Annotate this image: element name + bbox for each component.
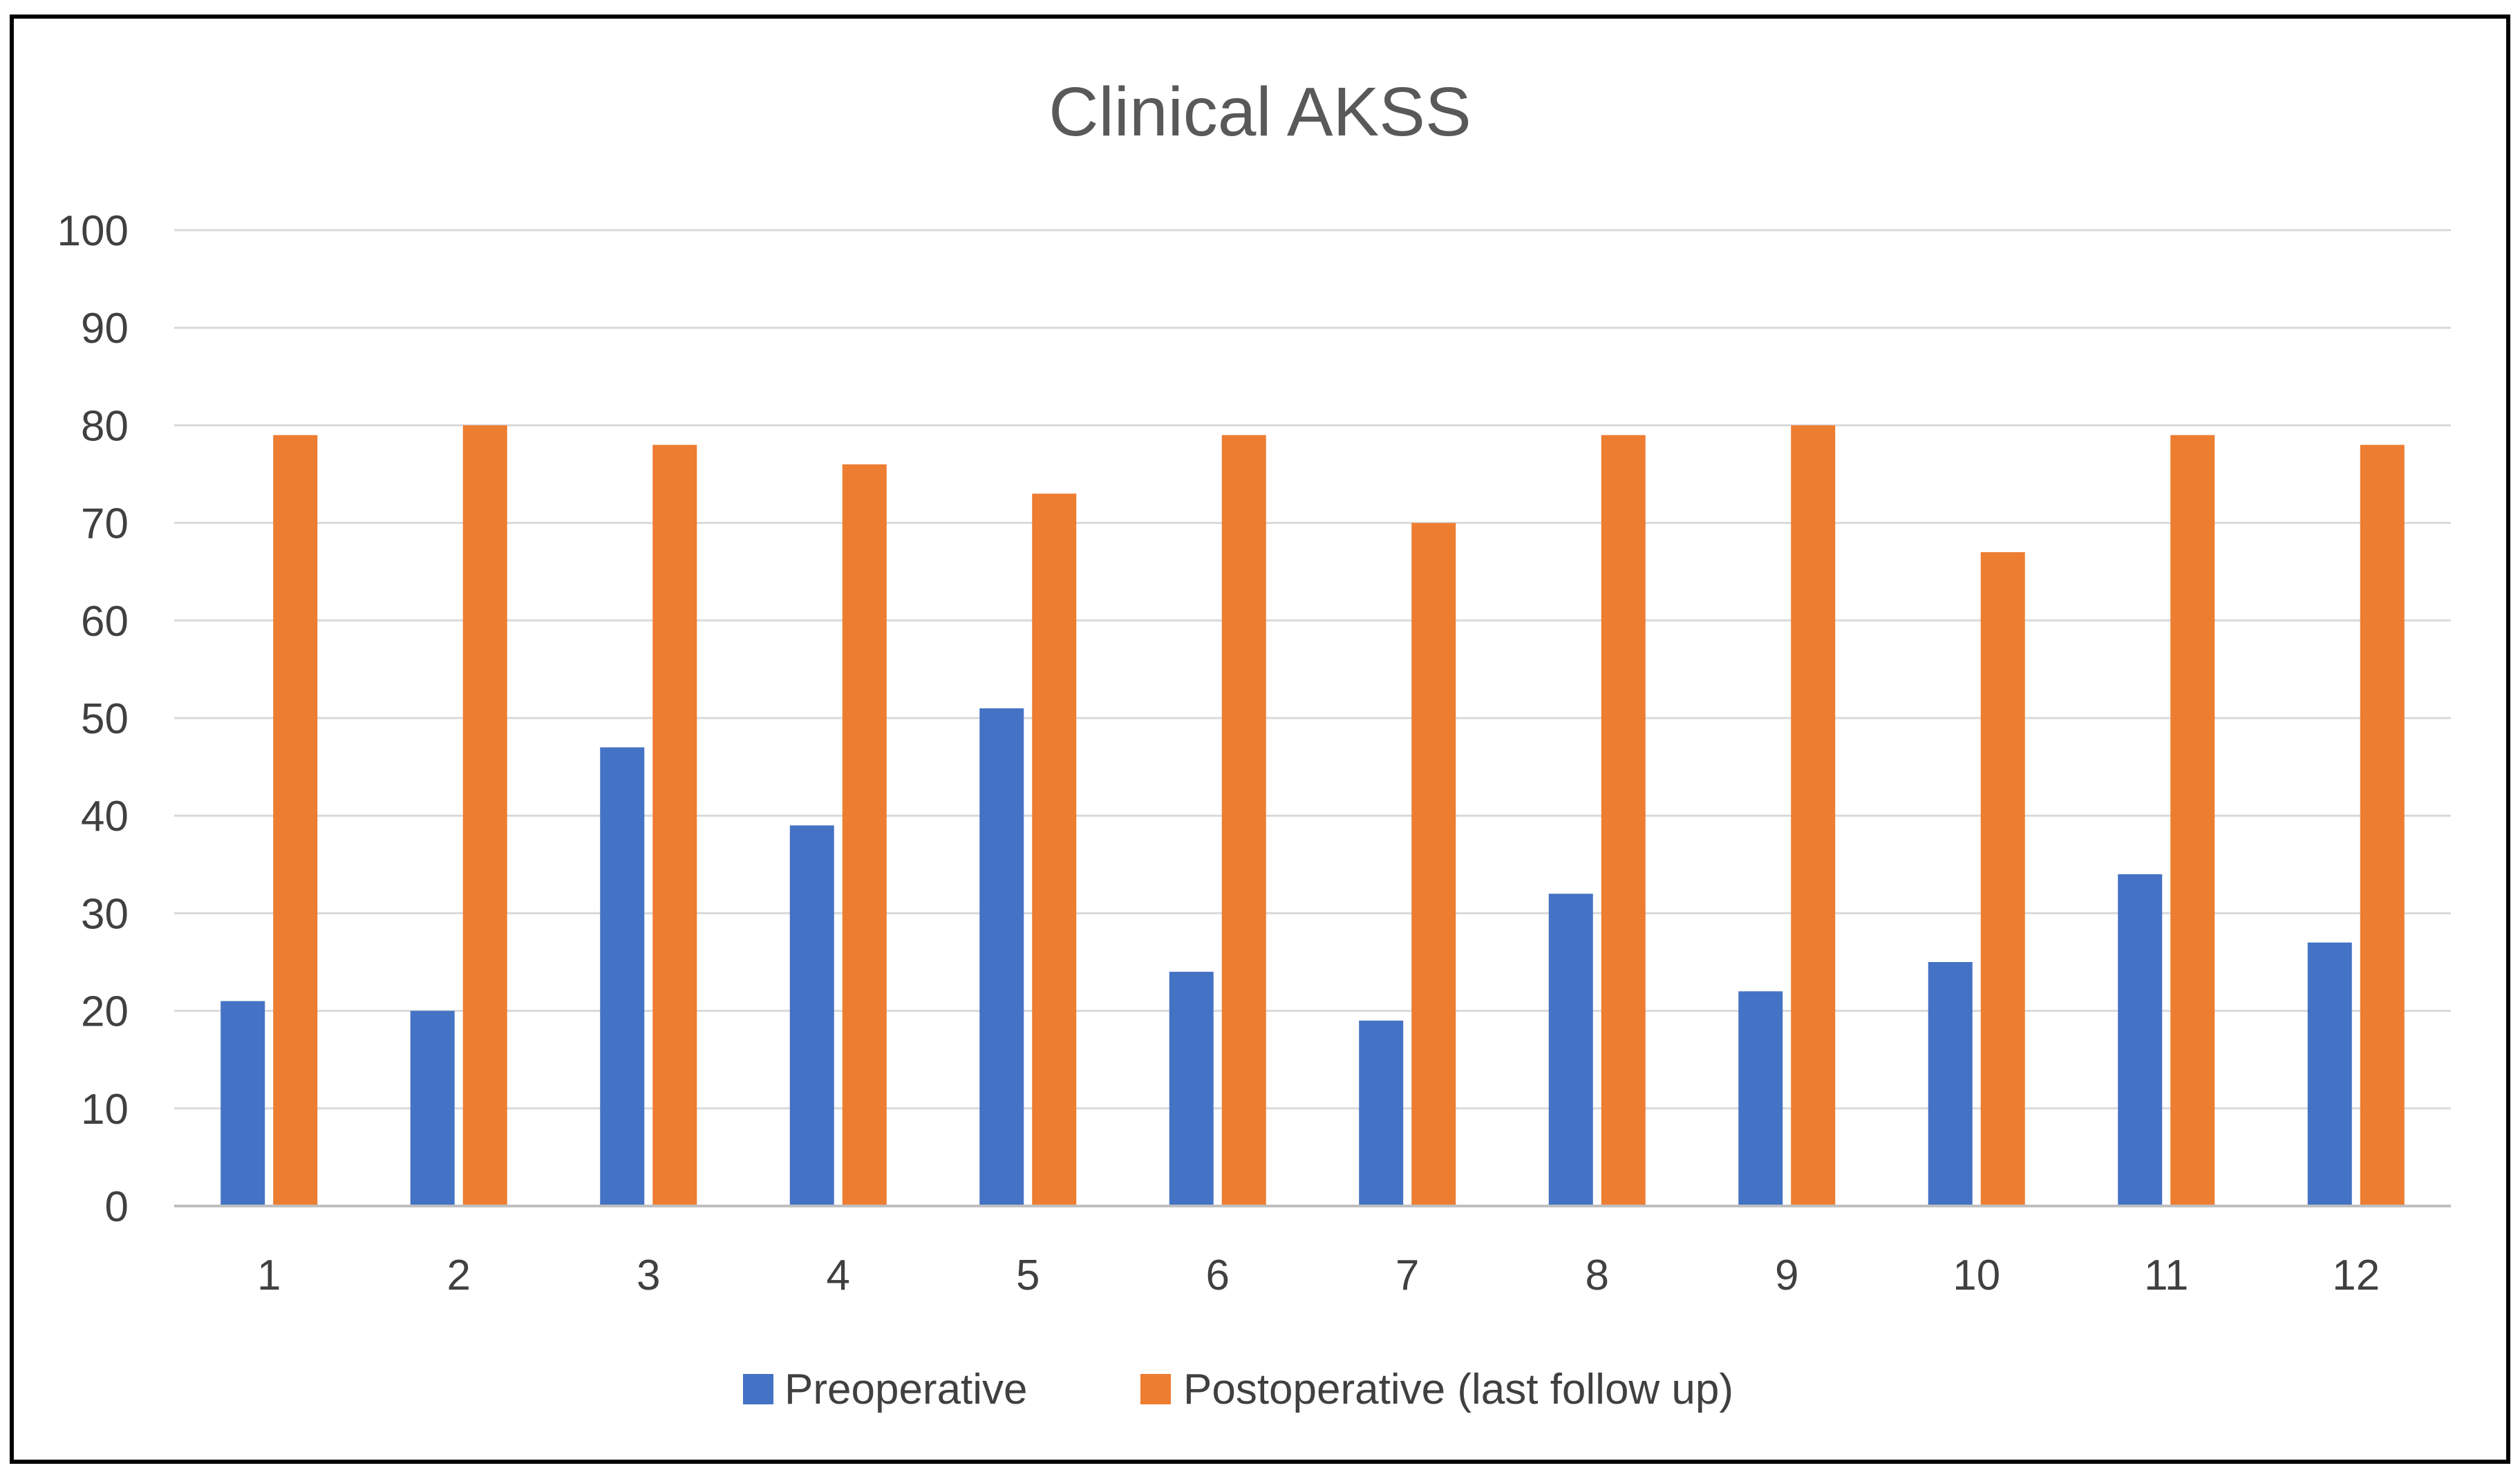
legend-label-postoperative: Postoperative (last follow up) bbox=[1183, 1366, 1733, 1413]
y-tick-label: 90 bbox=[81, 305, 129, 352]
bar-postoperative-2 bbox=[462, 425, 507, 1206]
x-tick-label: 10 bbox=[1953, 1252, 2000, 1299]
y-axis-ticks: 0 10 20 30 40 50 60 70 80 90 100 bbox=[57, 207, 129, 1231]
bar-postoperative-6 bbox=[1221, 435, 1266, 1206]
x-tick-label: 7 bbox=[1395, 1252, 1419, 1299]
bar-postoperative-4 bbox=[842, 464, 887, 1206]
bar-preoperative-2 bbox=[410, 1010, 455, 1206]
x-tick-label: 3 bbox=[637, 1252, 660, 1299]
legend-label-preoperative: Preoperative bbox=[784, 1366, 1028, 1413]
bars bbox=[220, 425, 2405, 1206]
gridlines bbox=[174, 229, 2451, 1110]
bar-preoperative-3 bbox=[600, 747, 645, 1206]
x-tick-label: 8 bbox=[1586, 1252, 1609, 1299]
bar-postoperative-9 bbox=[1791, 425, 1836, 1206]
bar-postoperative-5 bbox=[1032, 493, 1077, 1206]
legend-swatch-postoperative bbox=[1140, 1374, 1171, 1404]
y-tick-label: 50 bbox=[81, 695, 129, 743]
bar-postoperative-11 bbox=[2170, 435, 2215, 1206]
x-tick-label: 2 bbox=[447, 1252, 471, 1299]
y-tick-label: 80 bbox=[81, 402, 129, 450]
x-axis-ticks: 1 2 3 4 5 6 7 8 9 10 11 12 bbox=[257, 1252, 2380, 1299]
y-tick-label: 100 bbox=[57, 207, 129, 255]
bar-preoperative-5 bbox=[979, 708, 1024, 1206]
y-tick-label: 60 bbox=[81, 598, 129, 646]
bar-postoperative-1 bbox=[273, 435, 318, 1206]
bar-postoperative-8 bbox=[1601, 435, 1646, 1206]
bar-preoperative-9 bbox=[1738, 991, 1783, 1206]
bar-preoperative-8 bbox=[1548, 894, 1593, 1206]
bar-postoperative-3 bbox=[652, 444, 697, 1206]
legend: Preoperative Postoperative (last follow u… bbox=[743, 1366, 1733, 1413]
x-tick-label: 5 bbox=[1016, 1252, 1040, 1299]
y-tick-label: 70 bbox=[81, 500, 129, 548]
y-tick-label: 0 bbox=[105, 1183, 129, 1231]
legend-swatch-preoperative bbox=[743, 1374, 773, 1404]
x-tick-label: 12 bbox=[2332, 1252, 2380, 1299]
x-tick-label: 11 bbox=[2144, 1252, 2188, 1299]
bar-preoperative-1 bbox=[220, 1001, 265, 1206]
x-tick-label: 1 bbox=[257, 1252, 281, 1299]
x-tick-label: 6 bbox=[1206, 1252, 1230, 1299]
bar-preoperative-12 bbox=[2307, 942, 2352, 1206]
y-tick-label: 30 bbox=[81, 890, 129, 938]
x-tick-label: 9 bbox=[1775, 1252, 1798, 1299]
bar-preoperative-11 bbox=[2118, 874, 2163, 1206]
bar-postoperative-10 bbox=[1980, 552, 2025, 1206]
y-tick-label: 20 bbox=[81, 988, 129, 1036]
bar-preoperative-10 bbox=[1928, 962, 1973, 1206]
bar-postoperative-7 bbox=[1411, 522, 1456, 1206]
chart-title: Clinical AKSS bbox=[1049, 73, 1471, 151]
bar-preoperative-7 bbox=[1359, 1020, 1404, 1206]
y-tick-label: 40 bbox=[81, 793, 129, 840]
y-tick-label: 10 bbox=[81, 1086, 129, 1133]
bar-preoperative-4 bbox=[789, 825, 834, 1206]
bar-postoperative-12 bbox=[2360, 444, 2405, 1206]
bar-preoperative-6 bbox=[1169, 972, 1214, 1206]
x-tick-label: 4 bbox=[827, 1252, 850, 1299]
